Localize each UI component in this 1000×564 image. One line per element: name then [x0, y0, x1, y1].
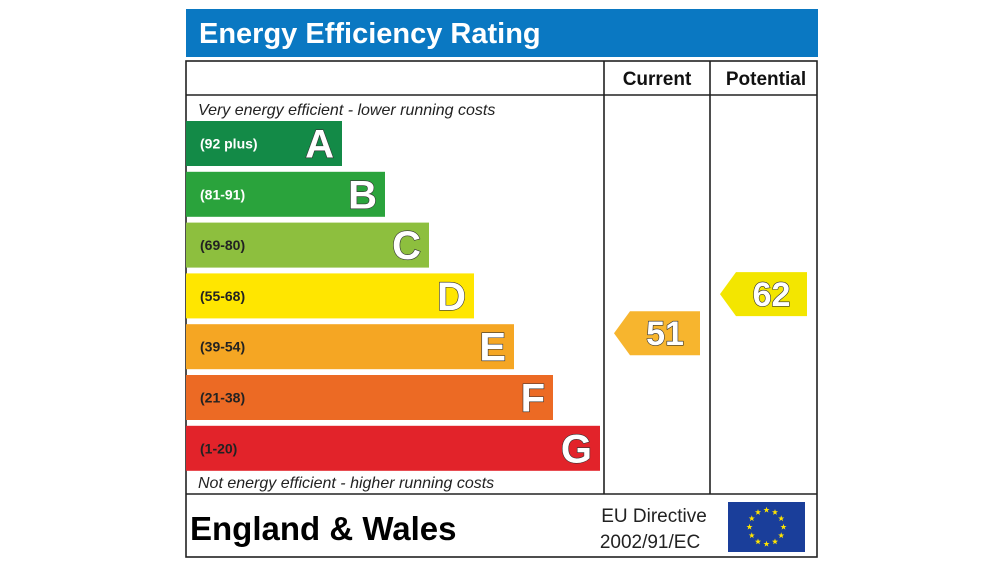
directive-line-2: 2002/91/EC [600, 532, 700, 553]
bottom-note: Not energy efficient - higher running co… [198, 475, 494, 492]
eu-flag-icon [728, 502, 805, 552]
eu-star-icon [748, 515, 755, 522]
band-bar-g [186, 425, 600, 471]
eu-star-icon [763, 540, 770, 547]
current-arrow [614, 311, 700, 356]
region-label: England & Wales [190, 510, 456, 547]
band-range-g: (1-20) [200, 440, 237, 456]
eu-star-icon [778, 515, 785, 522]
band-range-a: (92 plus) [200, 136, 258, 152]
chart-title: Energy Efficiency Rating [199, 18, 541, 50]
band-bar-c [186, 222, 429, 268]
band-range-c: (69-80) [200, 237, 245, 253]
score-arrows: 51 62 [614, 272, 807, 356]
band-range-d: (55-68) [200, 288, 245, 304]
band-bar-d [186, 273, 474, 319]
band-range-b: (81-91) [200, 186, 245, 202]
current-header: Current [623, 69, 692, 90]
band-letter-b: B [348, 173, 377, 217]
potential-header: Potential [726, 69, 806, 90]
potential-arrow [720, 272, 807, 317]
eu-star-icon [771, 509, 779, 515]
band-letter-g: G [561, 427, 592, 471]
band-bar-a [186, 121, 342, 166]
eu-star-icon [780, 523, 787, 530]
band-letter-f: F [521, 377, 545, 421]
eu-star-icon [778, 532, 785, 539]
band-letter-c: C [392, 224, 421, 268]
band-bar-b [186, 171, 385, 217]
eu-star-icon [771, 538, 779, 545]
band-letter-a: A [305, 123, 334, 167]
potential-score: 62 [753, 276, 791, 314]
rating-bands: (92 plus) A (81-91) B (69-80) C (55-68) D (39-54… [186, 121, 600, 472]
band-range-e: (39-54) [200, 339, 245, 355]
top-note: Very energy efficient - lower running co… [198, 102, 495, 119]
title-bar [186, 9, 818, 57]
band-letter-e: E [479, 326, 506, 370]
eu-star-icon [754, 509, 762, 515]
band-bar-f [186, 375, 553, 420]
current-score: 51 [646, 315, 684, 353]
band-letter-d: D [437, 275, 466, 319]
eu-star-icon [763, 506, 770, 513]
eu-star-icon [746, 523, 753, 530]
eu-star-icon [754, 538, 762, 545]
eu-star-icon [748, 532, 755, 539]
band-range-f: (21-38) [200, 390, 245, 406]
directive-line-1: EU Directive [601, 506, 707, 527]
band-bar-e [186, 324, 514, 370]
